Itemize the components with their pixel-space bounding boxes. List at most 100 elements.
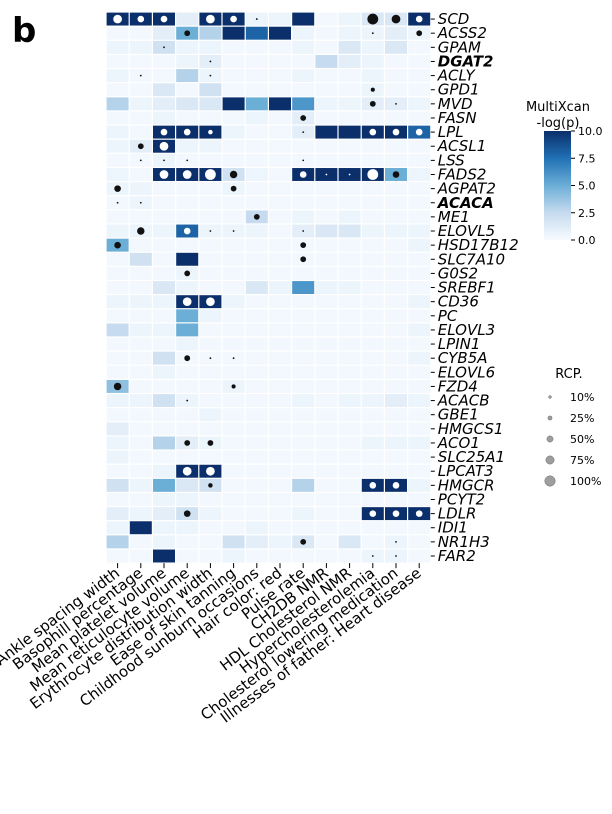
heatmap-cell [315,210,338,224]
heatmap-cell [315,365,338,379]
rcp-dot [392,128,400,136]
heatmap-cell [106,351,129,365]
heatmap-cell [245,507,268,521]
heatmap-cell [269,281,291,294]
heatmap-cell [153,210,175,224]
colorbar-legend: MultiXcan -log(p) 10.0 7.5 5.0 2.5 0.0 [526,100,603,247]
heatmap-cell [176,337,199,351]
heatmap-cell [153,365,175,379]
rcp-dot [183,227,191,235]
heatmap-cell [385,26,407,40]
heatmap-cell [315,139,338,153]
gene-label: ACO1 [437,434,480,452]
heatmap-cell [106,281,129,294]
rcp-dot [348,173,351,176]
heatmap-cell [153,436,175,450]
heatmap-cell [292,139,315,153]
heatmap-cell [315,83,338,97]
heatmap-cell [408,295,431,309]
heatmap-cell [199,309,222,323]
heatmap-cell [408,337,431,351]
heatmap-cell [385,266,407,280]
heatmap-cell [199,422,222,436]
heatmap-cell [153,408,175,422]
heatmap-cell [222,521,245,535]
heatmap-cell [338,478,361,492]
heatmap-cell [385,337,407,351]
heatmap-cell [315,111,338,125]
gene-label: PCYT2 [438,490,485,508]
heatmap-cell [129,507,152,521]
heatmap-cell [153,478,175,492]
rcp-dot [391,14,401,24]
heatmap-cell [315,521,338,535]
rcp-dot [416,30,423,37]
gene-label: LPCAT3 [438,462,494,480]
heatmap-cell [269,83,291,97]
heatmap-cell [292,493,315,506]
heatmap-cell [361,379,384,393]
heatmap-cell [245,337,268,351]
heatmap-cell [129,493,152,506]
heatmap-cell [199,26,222,40]
heatmap-cell [129,394,152,408]
heatmap-cell [315,153,338,167]
heatmap-cell [269,535,291,549]
heatmap-cell [176,97,199,111]
heatmap-cell [245,408,268,422]
heatmap-cell [199,549,222,563]
heatmap-cell [361,464,384,478]
heatmap-cell [408,379,431,393]
size-legend-label: 25% [570,412,594,425]
heatmap-cell [385,54,407,68]
heatmap-cell [153,26,175,40]
rcp-dot [302,131,305,134]
rcp-dot [369,128,377,136]
gene-labels: SCDACSS2GPAMDGAT2ACLYGPD1MVDFASNLPLACSL1… [430,10,519,565]
heatmap-cell [222,365,245,379]
heatmap-cell [129,535,152,549]
rcp-dot [184,30,191,37]
heatmap-cell [408,422,431,436]
heatmap-cell [385,111,407,125]
rcp-dot [205,169,216,180]
heatmap-cell [338,125,361,139]
heatmap-cell [292,379,315,393]
heatmap-cell [199,535,222,549]
heatmap-cell [338,464,361,478]
heatmap-cell [408,139,431,153]
heatmap-cell [106,436,129,450]
heatmap-cell [176,182,199,196]
heatmap-cell [385,69,407,83]
rcp-dot [229,170,238,179]
heatmap-cell [292,295,315,309]
rcp-dot [371,555,374,557]
heatmap-cell [269,238,291,252]
rcp-dot [371,32,374,35]
heatmap-cell [292,54,315,68]
heatmap-cell [245,26,268,40]
heatmap-cell [269,549,291,563]
heatmap-cell [361,323,384,337]
heatmap-cell [106,549,129,563]
heatmap-cell [199,281,222,294]
rcp-dot [300,539,307,545]
heatmap-cell [408,464,431,478]
heatmap-cell [129,125,152,139]
rcp-dot [232,230,235,232]
heatmap-cell [292,422,315,436]
heatmap-cell [269,408,291,422]
heatmap-cell [338,450,361,464]
heatmap-cell [292,97,315,111]
heatmap-cell [315,238,338,252]
heatmap-cell [129,464,152,478]
heatmap-cell [222,408,245,422]
heatmap-cell [385,408,407,422]
rcp-size-legend: RCP. 10% 25% 50% 75% 100% [544,367,601,488]
heatmap-cell [269,266,291,280]
heatmap-cell [222,507,245,521]
heatmap-cell [338,422,361,436]
rcp-dot [186,399,189,402]
size-legend-dot [548,395,552,399]
heatmap-cell [315,394,338,408]
